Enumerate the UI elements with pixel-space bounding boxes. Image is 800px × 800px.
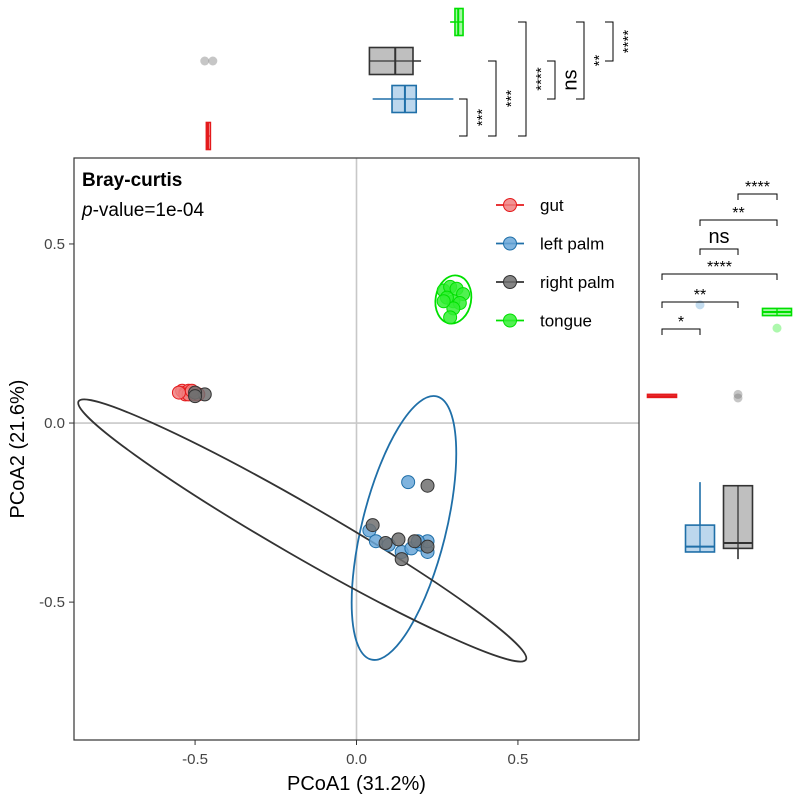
right-significance-brackets: *******ns******	[661, 179, 778, 335]
box	[368, 46, 414, 76]
right-boxplot-left-palm	[684, 300, 716, 553]
top-significance-bracket: ns	[547, 60, 581, 100]
top-boxplot-left-palm	[372, 84, 454, 114]
significance-label: ***	[503, 90, 520, 108]
p-value-subtitle: p-value=1e-04	[81, 200, 204, 221]
right-significance-bracket: **	[699, 205, 778, 226]
legend-key-point	[503, 275, 517, 289]
bracket-line	[699, 248, 739, 255]
right-significance-bracket: ns	[699, 226, 739, 255]
box	[684, 524, 716, 553]
legend-key-point	[503, 313, 517, 328]
point-right-palm	[420, 539, 435, 554]
point-right-palm	[188, 389, 203, 404]
point-tongue	[443, 310, 458, 325]
bracket-line	[661, 328, 701, 335]
legend: gut left palm right palm tongue	[496, 196, 615, 331]
significance-label: ns	[559, 69, 581, 90]
outlier	[695, 300, 705, 310]
significance-label: **	[591, 55, 608, 67]
right-significance-bracket: **	[661, 287, 739, 308]
significance-label: ***	[474, 109, 491, 127]
bracket-line	[699, 219, 778, 226]
significance-label: *	[678, 314, 684, 331]
right-boxplot-gut	[646, 393, 678, 399]
top-boxplot-gut	[205, 121, 212, 151]
confidence-ellipses	[77, 274, 528, 663]
outlier	[772, 323, 782, 333]
top-boxplot-right-palm	[200, 46, 422, 76]
significance-label: **	[694, 287, 706, 304]
x-tick-label: 0.5	[507, 751, 528, 768]
significance-label: ****	[620, 30, 637, 54]
legend-label-tongue: tongue	[540, 312, 592, 331]
ellipse-right-palm	[77, 398, 528, 663]
outlier	[200, 56, 210, 66]
top-significance-bracket: ****	[518, 21, 550, 137]
bracket-line	[518, 21, 527, 137]
x-axis-label: PCoA1 (31.2%)	[287, 773, 426, 795]
point-left-palm	[401, 475, 416, 490]
legend-label-gut: gut	[540, 196, 564, 215]
significance-label: ****	[745, 179, 770, 196]
y-tick-label: 0.0	[44, 415, 65, 432]
top-significance-bracket: ***	[488, 60, 520, 137]
top-significance-bracket: ****	[605, 21, 637, 62]
axes: -0.5 0.0 0.5 -0.5 0.0 0.5 PCoA1 (31.2%) PCoA2 (…	[7, 236, 528, 795]
right-boxplot-right-palm	[722, 389, 754, 560]
right-marginal-boxplots	[646, 300, 793, 560]
x-tick-label: -0.5	[182, 751, 208, 768]
right-boxplot-tongue	[761, 307, 793, 333]
bracket-line	[737, 193, 778, 200]
outlier	[733, 393, 743, 403]
legend-label-left-palm: left palm	[540, 235, 604, 254]
legend-key-point	[503, 198, 517, 212]
top-significance-brackets: ********** ns******	[459, 21, 637, 137]
top-significance-bracket: **	[576, 21, 608, 100]
scatter-points	[171, 279, 471, 567]
bracket-line	[488, 60, 497, 137]
outlier	[733, 389, 743, 399]
ellipse-left-palm	[350, 395, 458, 661]
y-axis-label: PCoA2 (21.6%)	[7, 380, 29, 519]
bracket-line	[547, 60, 556, 100]
outlier	[208, 56, 218, 66]
p-value-p-italic: p	[81, 200, 93, 221]
bracket-line	[661, 273, 778, 280]
bracket-line	[605, 21, 614, 62]
top-boxplot-tongue	[450, 7, 464, 37]
right-significance-bracket: *	[661, 314, 701, 335]
significance-label: ****	[533, 67, 550, 91]
point-right-palm	[391, 532, 406, 547]
right-significance-bracket: ****	[737, 179, 778, 200]
chart-title: Bray-curtis	[82, 170, 182, 191]
significance-label: **	[732, 205, 744, 222]
y-tick-label: 0.5	[44, 236, 65, 253]
bracket-line	[661, 301, 739, 308]
top-significance-bracket: ***	[459, 98, 491, 137]
point-right-palm	[378, 536, 393, 551]
point-right-palm	[420, 478, 435, 493]
point-right-palm	[407, 534, 422, 549]
x-tick-label: 0.0	[346, 751, 367, 768]
significance-label: ns	[708, 226, 729, 248]
point-right-palm	[365, 518, 380, 533]
legend-label-right-palm: right palm	[540, 273, 615, 292]
bracket-line	[576, 21, 585, 100]
top-marginal-boxplots	[200, 7, 464, 151]
legend-key-point	[503, 236, 517, 251]
point-tongue	[436, 294, 451, 309]
bracket-line	[459, 98, 468, 137]
right-significance-bracket: ****	[661, 259, 778, 280]
title-block: Bray-curtis p-value=1e-04	[81, 170, 204, 221]
box	[722, 484, 754, 550]
y-tick-label: -0.5	[39, 594, 65, 611]
p-value-text: -value=1e-04	[93, 200, 205, 221]
point-right-palm	[394, 552, 409, 567]
significance-label: ****	[707, 259, 732, 276]
point-gut	[171, 385, 186, 400]
